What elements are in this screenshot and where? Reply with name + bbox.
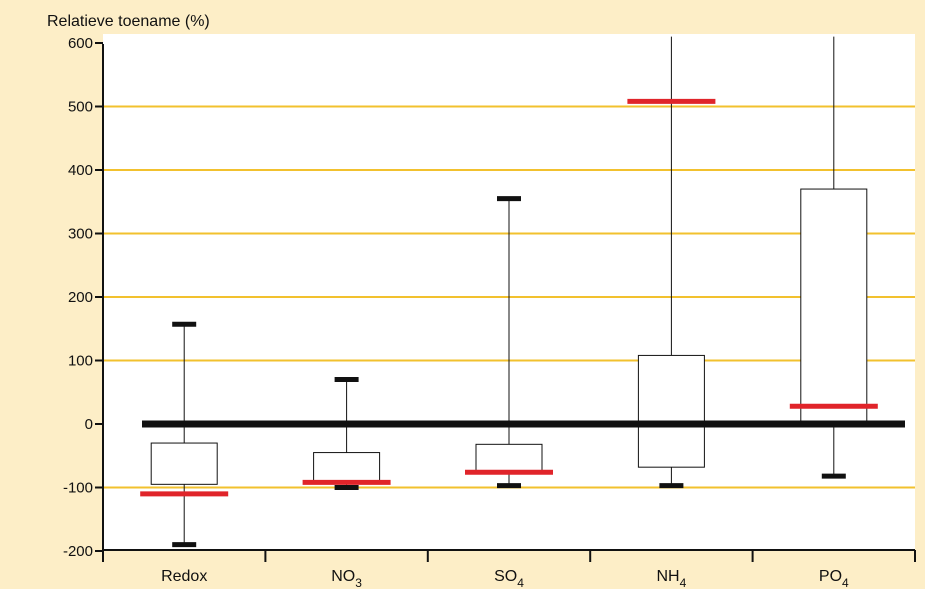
- y-tick-label: -100: [63, 480, 93, 497]
- box: [800, 188, 868, 425]
- y-tick-label: 600: [68, 35, 93, 52]
- boxes-layer: [150, 36, 868, 548]
- x-category-label: PO4: [819, 568, 849, 589]
- x-category-label: SO4: [494, 568, 524, 589]
- box: [150, 442, 218, 485]
- axes: 600 500 400 300 200 100 0 -100 -200 Redox NO3 SO4 NH…: [63, 35, 916, 589]
- y-tick-label: 300: [68, 226, 93, 243]
- x-category-label: NO3: [331, 568, 362, 589]
- y-tick-label: 100: [68, 353, 93, 370]
- box: [475, 443, 543, 474]
- y-tick-label: -200: [63, 543, 93, 560]
- x-category-label: NH4: [657, 568, 687, 589]
- y-tick-label: 0: [85, 416, 93, 433]
- x-category-label: Redox: [161, 568, 207, 585]
- red-markers-layer: [140, 98, 878, 497]
- box: [313, 452, 381, 484]
- y-axis-title: Relatieve toename (%): [47, 13, 210, 30]
- box: [637, 354, 705, 468]
- y-tick-label: 400: [68, 162, 93, 179]
- y-tick-label: 500: [68, 99, 93, 116]
- y-tick-label: 200: [68, 289, 93, 306]
